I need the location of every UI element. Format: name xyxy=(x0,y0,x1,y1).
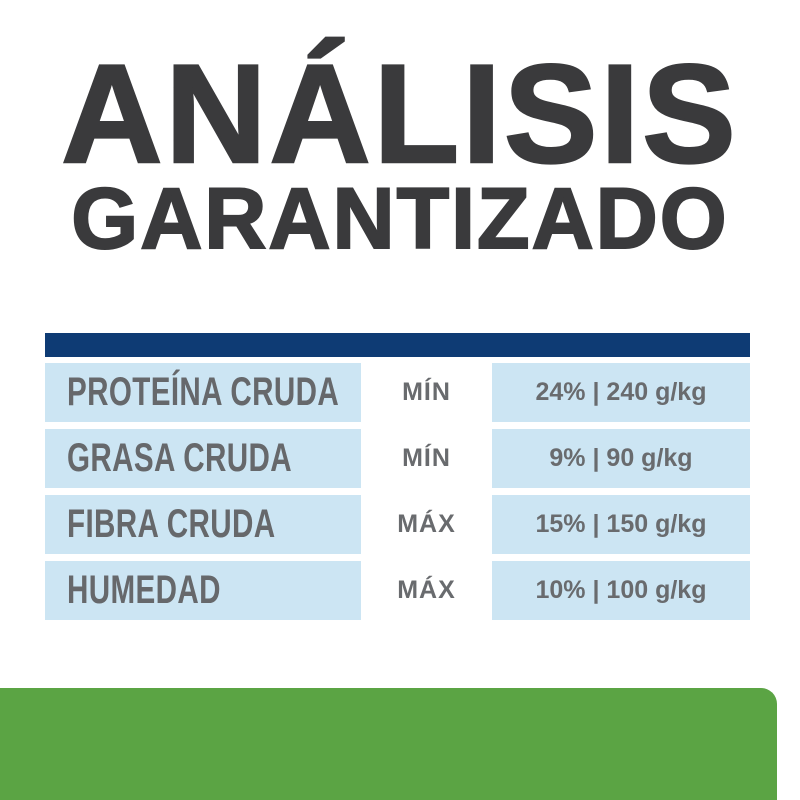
analysis-table: PROTEÍNA CRUDA MÍN 24% | 240 g/kg GRASA … xyxy=(45,363,750,620)
nutrient-label: PROTEÍNA CRUDA xyxy=(67,370,340,414)
value-label: 9% | 90 g/kg xyxy=(492,429,750,488)
nutrient-label: HUMEDAD xyxy=(67,568,221,612)
table-header-bar xyxy=(45,333,750,357)
nutrient-label-cell: GRASA CRUDA xyxy=(45,429,361,488)
nutrient-label: FIBRA CRUDA xyxy=(67,502,276,546)
qualifier-label: MÁX xyxy=(361,495,492,554)
nutrient-label-cell: PROTEÍNA CRUDA xyxy=(45,363,361,422)
table-row-moisture: HUMEDAD MÁX 10% | 100 g/kg xyxy=(45,561,750,620)
qualifier-label: MÍN xyxy=(361,429,492,488)
value-label: 10% | 100 g/kg xyxy=(492,561,750,620)
table-row-fiber: FIBRA CRUDA MÁX 15% | 150 g/kg xyxy=(45,495,750,554)
qualifier-label: MÁX xyxy=(361,561,492,620)
table-row-protein: PROTEÍNA CRUDA MÍN 24% | 240 g/kg xyxy=(45,363,750,422)
nutrient-label: GRASA CRUDA xyxy=(67,436,292,480)
green-footer-band xyxy=(0,688,777,800)
page-title-line1: ANÁLISIS xyxy=(60,35,739,192)
table-row-fat: GRASA CRUDA MÍN 9% | 90 g/kg xyxy=(45,429,750,488)
nutrient-label-cell: HUMEDAD xyxy=(45,561,361,620)
qualifier-label: MÍN xyxy=(361,363,492,422)
page-title-line2: GARANTIZADO xyxy=(70,171,729,267)
value-label: 24% | 240 g/kg xyxy=(492,363,750,422)
nutrient-label-cell: FIBRA CRUDA xyxy=(45,495,361,554)
value-label: 15% | 150 g/kg xyxy=(492,495,750,554)
